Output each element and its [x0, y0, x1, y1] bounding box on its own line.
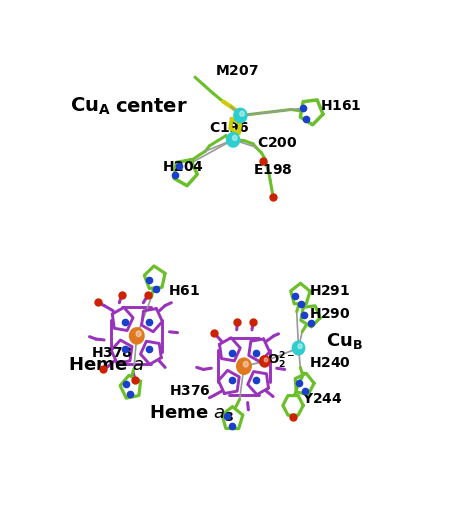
Text: $\mathbf{H376}$: $\mathbf{H376}$	[169, 384, 212, 398]
Text: $\mathbf{C196}$: $\mathbf{C196}$	[210, 121, 250, 135]
Circle shape	[233, 135, 237, 141]
Text: $\mathbf{H161}$: $\mathbf{H161}$	[320, 99, 362, 113]
Circle shape	[240, 111, 244, 116]
Circle shape	[237, 358, 251, 374]
Text: $\mathbf{E198}$: $\mathbf{E198}$	[253, 163, 293, 177]
Circle shape	[292, 341, 305, 355]
Text: $\mathbf{H61}$: $\mathbf{H61}$	[168, 285, 200, 298]
Text: $\mathbf{H240}$: $\mathbf{H240}$	[310, 356, 351, 370]
Circle shape	[298, 344, 302, 349]
Text: $\mathbf{Heme}\ \mathit{a}_\mathbf{3}$: $\mathbf{Heme}\ \mathit{a}_\mathbf{3}$	[149, 404, 234, 424]
Text: $\mathbf{M207}$: $\mathbf{M207}$	[215, 64, 258, 78]
Text: $\mathbf{H290}$: $\mathbf{H290}$	[310, 307, 351, 321]
Text: $\mathbf{H378}$: $\mathbf{H378}$	[91, 346, 132, 360]
Text: $\mathbf{Cu_A}$: $\mathbf{Cu_A}$	[69, 96, 110, 117]
Text: $\mathbf{Cu_B}$: $\mathbf{Cu_B}$	[326, 331, 363, 351]
Text: $\mathbf{H291}$: $\mathbf{H291}$	[310, 285, 351, 298]
Text: $\mathbf{C200}$: $\mathbf{C200}$	[257, 135, 298, 150]
Circle shape	[136, 331, 141, 337]
Circle shape	[260, 355, 270, 367]
Circle shape	[264, 358, 268, 362]
Circle shape	[234, 108, 247, 123]
Text: $\mathbf{Heme}\ \mathit{a}$: $\mathbf{Heme}\ \mathit{a}$	[68, 356, 144, 374]
Circle shape	[227, 132, 240, 147]
Circle shape	[243, 361, 249, 367]
Circle shape	[129, 328, 144, 344]
Text: $\mathbf{O_2^{2-}}$: $\mathbf{O_2^{2-}}$	[267, 351, 295, 371]
Text: $\mathbf{center}$: $\mathbf{center}$	[115, 97, 188, 116]
Text: $\mathbf{Y244}$: $\mathbf{Y244}$	[302, 392, 343, 405]
Text: $\mathbf{H204}$: $\mathbf{H204}$	[162, 160, 204, 174]
